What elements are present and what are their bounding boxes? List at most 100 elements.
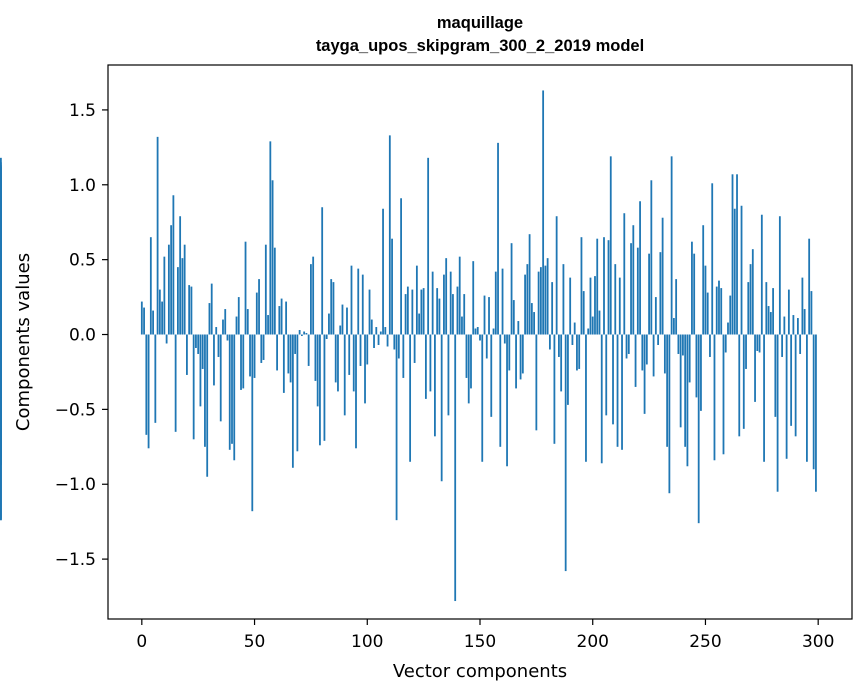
y-tick-label: 0.0 — [69, 326, 96, 346]
bar — [810, 291, 813, 335]
bar — [567, 334, 569, 405]
bar — [332, 282, 335, 335]
bar — [713, 334, 716, 461]
bar — [526, 264, 529, 335]
bar — [264, 244, 267, 335]
bar — [524, 274, 526, 335]
y-tick-label: −1.0 — [55, 475, 96, 495]
bar — [427, 157, 430, 335]
bar — [607, 240, 610, 335]
bar — [551, 282, 554, 335]
bar — [785, 334, 788, 459]
bar — [228, 334, 231, 450]
bar — [490, 334, 493, 417]
bar — [0, 334, 2, 519]
bar — [424, 334, 427, 399]
bar — [488, 297, 490, 335]
bar — [300, 334, 303, 337]
bar — [271, 180, 274, 335]
bar — [589, 277, 592, 335]
bar — [413, 334, 416, 363]
bar — [578, 334, 581, 369]
bar — [724, 334, 727, 353]
bar — [161, 301, 164, 335]
bar — [544, 265, 547, 335]
bar — [756, 334, 759, 351]
bar — [330, 279, 333, 335]
bar — [553, 334, 556, 444]
bar — [539, 267, 542, 335]
bar — [763, 334, 765, 462]
bar — [801, 277, 804, 335]
bar — [465, 334, 468, 378]
bar — [224, 309, 227, 335]
bar — [204, 334, 206, 447]
bar — [497, 142, 499, 335]
bar — [145, 334, 148, 435]
bar — [409, 334, 412, 462]
x-tick-label: 150 — [464, 632, 496, 652]
bar — [420, 289, 423, 335]
bar — [560, 334, 563, 392]
bar — [395, 334, 398, 521]
bar — [767, 306, 770, 335]
bar — [803, 309, 806, 335]
bar — [350, 265, 353, 335]
bar — [742, 334, 745, 429]
bar — [479, 334, 481, 341]
bar — [684, 334, 687, 447]
bar — [661, 217, 664, 335]
bar — [422, 288, 425, 335]
bar — [715, 286, 718, 335]
bar — [555, 216, 558, 335]
bar — [695, 334, 698, 398]
bar — [219, 334, 222, 422]
bar — [632, 225, 635, 335]
bar — [582, 291, 585, 335]
bar — [672, 318, 675, 335]
x-tick-label: 50 — [244, 632, 266, 652]
bar — [251, 334, 254, 512]
bar — [163, 256, 166, 335]
bar — [548, 334, 551, 350]
bar — [806, 334, 808, 462]
bar — [519, 334, 522, 380]
bar — [366, 334, 369, 365]
bar — [215, 327, 218, 335]
bar — [316, 334, 319, 407]
bar — [790, 334, 793, 426]
bar — [499, 334, 502, 447]
bar — [576, 334, 578, 371]
bar — [666, 334, 669, 447]
bar — [452, 294, 454, 335]
bar — [605, 334, 608, 416]
bar — [402, 334, 405, 378]
bar — [165, 334, 168, 344]
bar — [195, 334, 197, 348]
bar — [328, 313, 330, 335]
bar — [262, 334, 265, 360]
bar — [449, 271, 452, 335]
bar — [305, 333, 308, 335]
bar — [370, 319, 373, 335]
bar — [688, 334, 691, 383]
bar — [415, 265, 418, 335]
y-axis-label: Components values — [13, 253, 34, 431]
bar — [485, 334, 488, 359]
bar — [636, 247, 639, 335]
bar — [188, 285, 191, 335]
bar — [339, 325, 342, 335]
bar — [494, 271, 497, 335]
bar — [677, 334, 680, 354]
bar — [787, 289, 790, 335]
bar — [512, 300, 515, 335]
bar — [585, 334, 587, 462]
bar — [364, 334, 366, 404]
y-tick-label: 1.0 — [69, 176, 96, 196]
chart-subtitle: tayga_upos_skipgram_300_2_2019 model — [316, 37, 644, 55]
bar — [337, 334, 339, 392]
bar — [206, 334, 209, 477]
bar — [179, 216, 182, 335]
bar — [310, 264, 312, 335]
bar — [244, 241, 247, 335]
